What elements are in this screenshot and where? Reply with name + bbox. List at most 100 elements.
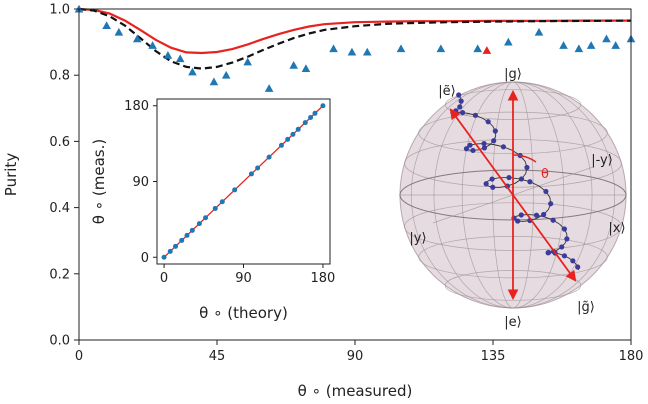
trajectory-point <box>490 184 496 190</box>
trajectory-point <box>570 258 576 264</box>
inset-point <box>212 205 218 211</box>
main-triangle-point <box>102 21 111 29</box>
inset-point <box>219 199 225 205</box>
trajectory-point <box>561 253 568 259</box>
trajectory-point <box>456 92 462 98</box>
bloch-label-x: |x⟩ <box>608 221 625 236</box>
trajectory-point <box>575 264 581 270</box>
main-triangle-point <box>347 47 357 56</box>
bloch-label-g_tilde: |g̃⟩ <box>577 300 595 315</box>
inset-point <box>248 171 254 177</box>
trajectory-point <box>518 176 525 182</box>
inset-point <box>308 115 314 121</box>
bloch-sphere: |g⟩ |e⟩ |ẽ⟩ |g̃⟩ |x⟩ |y⟩ |-y⟩ θ <box>399 67 627 330</box>
trajectory-point <box>500 144 507 150</box>
inset-point <box>320 103 326 109</box>
trajectory-point <box>472 112 479 118</box>
y-tick-label: 1.0 <box>49 3 70 18</box>
e-tilde-arrow <box>449 108 514 196</box>
inset-point <box>161 254 167 260</box>
main-series-line-1 <box>78 7 632 70</box>
trajectory-point <box>491 138 497 144</box>
inset-y-axis-label: θ ∘ (meas.) <box>90 139 108 224</box>
inset-point <box>196 221 202 227</box>
g-tilde-arrow <box>512 194 577 282</box>
main-triangle-point <box>221 70 231 79</box>
trajectory-point <box>483 181 489 187</box>
bloch-label-g: |g⟩ <box>504 67 522 82</box>
main-triangle-point <box>602 34 611 43</box>
trajectory-point <box>506 174 512 181</box>
inset-x-axis-label: θ ∘ (theory) <box>199 304 288 322</box>
main-triangle-point <box>329 44 338 53</box>
trajectory-point <box>458 98 464 104</box>
trajectory-point <box>463 146 470 152</box>
y-tick-label: 0.8 <box>49 69 70 84</box>
main-triangle-point <box>574 44 584 53</box>
x-axis-label: θ ∘ (measured) <box>298 382 413 400</box>
trajectory-point <box>546 249 552 256</box>
trajectory-point <box>460 109 466 116</box>
inset-y-tick-label: 90 <box>132 175 149 190</box>
bloch-label-neg_y: |-y⟩ <box>591 153 613 168</box>
main-triangle-point <box>396 44 406 53</box>
x-tick-label: 0 <box>75 349 83 364</box>
main-triangle-point <box>559 41 568 49</box>
main-triangle-point <box>188 67 197 76</box>
y-axis-label: Purity <box>2 153 20 197</box>
trajectory-point <box>533 212 540 218</box>
trajectory-point <box>559 244 565 250</box>
inset-point <box>232 187 238 193</box>
trajectory-point <box>481 145 488 151</box>
main-triangle-point <box>482 46 492 54</box>
x-tick-label: 45 <box>209 349 226 364</box>
trajectory-point <box>548 201 554 207</box>
trajectory-point <box>527 179 533 185</box>
trajectory-point <box>564 236 570 242</box>
inset-point <box>189 227 195 233</box>
main-triangle-point <box>114 27 124 36</box>
inset-point <box>179 237 185 243</box>
y-tick-label: 0.0 <box>49 334 70 349</box>
inset-y-tick-label: 0 <box>141 251 149 266</box>
main-triangle-point <box>436 44 446 53</box>
inset-point <box>302 120 308 126</box>
main-chart: 0 45 90 135 180 0.0 0.2 0.4 0.6 0.8 1.0 θ ∘ (measur… <box>2 3 643 401</box>
inset-point <box>285 136 291 142</box>
bloch-label-y: |y⟩ <box>409 231 426 246</box>
inset-point <box>290 131 296 137</box>
trajectory-point <box>492 128 498 134</box>
main-triangle-point <box>611 41 620 49</box>
bloch-label-theta: θ <box>541 167 549 182</box>
main-triangle-point <box>148 41 157 49</box>
inset-point <box>173 243 179 249</box>
inset-y-tick-label: 180 <box>124 99 149 114</box>
trajectory-point <box>457 104 463 110</box>
trajectory-point <box>515 218 521 224</box>
inset-chart: 0 90 180 0 90 180 θ ∘ (theory) θ ∘ (meas.) <box>90 98 336 322</box>
trajectory-point <box>467 142 473 148</box>
inset-point <box>184 232 190 238</box>
trajectory-point <box>561 226 568 232</box>
main-triangle-point <box>163 51 173 59</box>
inset-x-tick-label: 180 <box>311 271 336 286</box>
trajectory-point <box>543 188 549 195</box>
inset-x-tick-label: 90 <box>235 271 252 286</box>
main-triangle-point <box>473 44 482 53</box>
trajectory-point <box>470 147 476 154</box>
x-tick-label: 180 <box>619 349 644 364</box>
main-triangle-point <box>264 84 274 92</box>
main-triangle-point <box>362 47 372 56</box>
inset-point <box>266 154 272 160</box>
trajectory-point <box>481 140 487 147</box>
inset-point <box>312 110 318 116</box>
bloch-label-e_tilde: |ẽ⟩ <box>438 84 455 99</box>
trajectory-point <box>541 211 547 218</box>
trajectory-point <box>489 176 495 182</box>
inset-x-tick-label: 0 <box>160 271 168 286</box>
inset-point <box>295 126 301 132</box>
y-tick-label: 0.4 <box>49 201 70 216</box>
x-tick-label: 135 <box>481 349 506 364</box>
bloch-label-e: |e⟩ <box>504 315 521 330</box>
